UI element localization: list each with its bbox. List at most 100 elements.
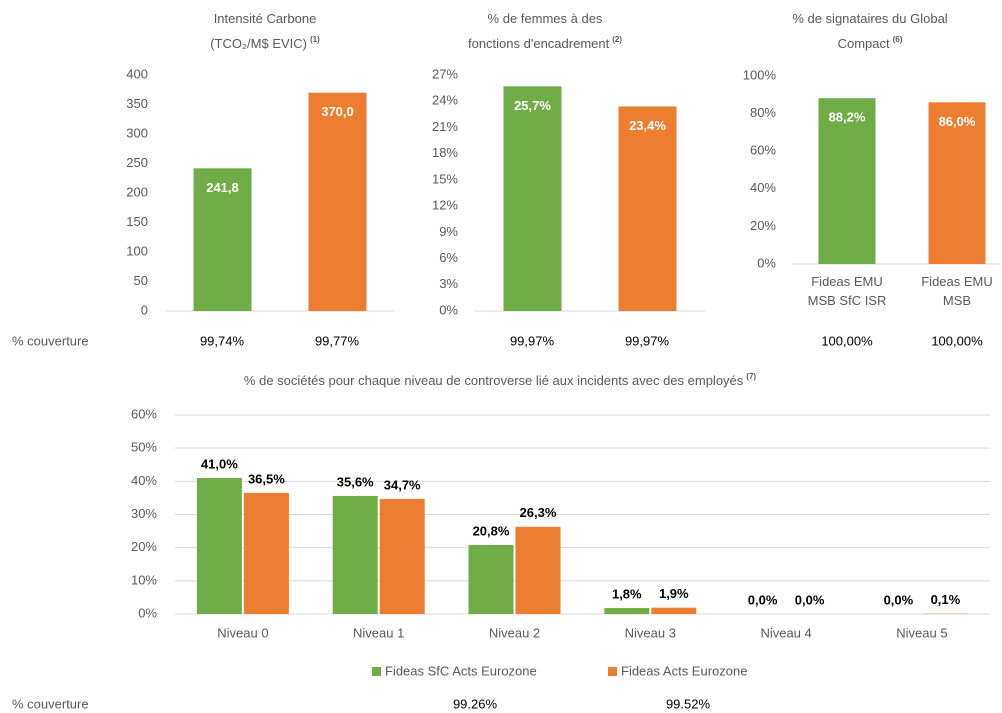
coverage-value: 99.26% [453, 696, 498, 711]
chart-title: Compact (6) [838, 35, 903, 51]
bar [379, 498, 425, 614]
coverage-value: 99,97% [625, 333, 670, 348]
y-tick-label: 80% [750, 105, 776, 120]
x-tick-label-box: Fideas EMU MSB [921, 274, 993, 308]
chart-title: Intensité Carbone [214, 11, 317, 26]
y-tick-label: 100 [126, 243, 148, 258]
chart-title-line: Compact [838, 36, 890, 51]
value-label: 23,4% [629, 118, 666, 133]
x-tick-label: Niveau 5 [896, 625, 947, 640]
bar [243, 492, 289, 614]
chart-title-line: fonctions d'encadrement [468, 36, 610, 51]
y-tick-label: 15% [432, 171, 458, 186]
coverage-value: 99,97% [510, 333, 555, 348]
y-tick-label: 27% [432, 66, 458, 81]
value-label: 0,0% [748, 592, 778, 607]
value-label: 86,0% [939, 114, 976, 129]
y-tick-label: 100% [743, 67, 777, 82]
y-tick-label: 10% [131, 572, 157, 587]
y-tick-label: 0 [141, 302, 148, 317]
y-tick-label: 6% [439, 250, 458, 265]
y-tick-label: 21% [432, 119, 458, 134]
coverage-value: 99.52% [666, 696, 711, 711]
value-label: 26,3% [520, 505, 557, 520]
chart-title-line: Intensité Carbone [214, 11, 317, 26]
y-tick-label: 150 [126, 214, 148, 229]
y-tick-label: 50 [134, 273, 148, 288]
y-tick-label: 60% [750, 143, 776, 158]
x-tick-label-box: Fideas EMU MSB SfC ISR [807, 274, 887, 308]
value-label: 0,0% [795, 592, 825, 607]
chart-title: % de sociétés pour chaque niveau de cont… [244, 372, 756, 388]
x-tick-label: Niveau 0 [217, 625, 268, 640]
y-tick-label: 400 [126, 66, 148, 81]
value-label: 241,8 [206, 180, 239, 195]
coverage-value: 100,00% [931, 333, 983, 348]
chart-title: (TCO₂/M$ EVIC) (1) [210, 35, 320, 51]
legend-label: Fideas SfC Acts Eurozone [385, 663, 537, 678]
title-note: (6) [893, 35, 903, 44]
chart-title-line: % de sociétés pour chaque niveau de cont… [244, 373, 744, 388]
bar [651, 607, 697, 614]
chart-title: % de signataires du Global [792, 11, 947, 26]
value-label: 35,6% [337, 474, 374, 489]
y-tick-label: 60% [131, 406, 157, 421]
legend-label: Fideas Acts Eurozone [621, 663, 747, 678]
value-label: 36,5% [248, 471, 285, 486]
title-note: (2) [612, 35, 622, 44]
bar [193, 168, 252, 311]
coverage-label: % couverture [12, 333, 89, 348]
chart-title: % de femmes à des [488, 11, 603, 26]
y-tick-label: 24% [432, 93, 458, 108]
value-label: 0,1% [931, 592, 961, 607]
y-tick-label: 20% [750, 218, 776, 233]
title-note: (1) [310, 35, 320, 44]
x-tick-label: Niveau 1 [353, 625, 404, 640]
y-tick-label: 30% [131, 506, 157, 521]
chart-title-line: % de signataires du Global [792, 11, 947, 26]
x-tick-label: Niveau 4 [760, 625, 811, 640]
title-note: (7) [746, 372, 756, 381]
x-tick-label: Fideas EMU MSB SfC ISR [807, 274, 887, 308]
y-tick-label: 20% [131, 539, 157, 554]
bar [196, 478, 242, 614]
chart-title-line: (TCO₂/M$ EVIC) [210, 36, 307, 51]
y-tick-label: 0% [757, 255, 776, 270]
coverage-value: 100,00% [821, 333, 873, 348]
y-tick-label: 250 [126, 155, 148, 170]
value-label: 88,2% [829, 110, 866, 125]
bar [515, 526, 561, 614]
legend-swatch [608, 667, 617, 676]
chart-title: fonctions d'encadrement (2) [468, 35, 622, 51]
y-tick-label: 0% [138, 605, 157, 620]
coverage-label: % couverture [12, 696, 89, 711]
value-label: 41,0% [201, 456, 238, 471]
y-tick-label: 40% [750, 180, 776, 195]
legend-swatch [372, 667, 381, 676]
value-label: 370,0 [321, 104, 354, 119]
y-tick-label: 9% [439, 224, 458, 239]
y-tick-label: 3% [439, 276, 458, 291]
bar [604, 608, 650, 614]
y-tick-label: 300 [126, 125, 148, 140]
value-label: 0,0% [884, 592, 914, 607]
y-tick-label: 0% [439, 302, 458, 317]
coverage-value: 99,77% [315, 333, 360, 348]
value-label: 34,7% [384, 477, 421, 492]
bar [503, 86, 562, 311]
value-label: 1,9% [659, 586, 689, 601]
y-tick-label: 200 [126, 184, 148, 199]
value-label: 25,7% [514, 98, 551, 113]
y-tick-label: 50% [131, 440, 157, 455]
x-tick-label: Niveau 2 [489, 625, 540, 640]
value-label: 20,8% [473, 523, 510, 538]
bar [332, 495, 378, 614]
bar [818, 98, 876, 265]
value-label: 1,8% [612, 586, 642, 601]
chart-title-line: % de femmes à des [488, 11, 603, 26]
bar [468, 545, 514, 614]
x-tick-label: Niveau 3 [625, 625, 676, 640]
y-tick-label: 18% [432, 145, 458, 160]
y-tick-label: 12% [432, 198, 458, 213]
